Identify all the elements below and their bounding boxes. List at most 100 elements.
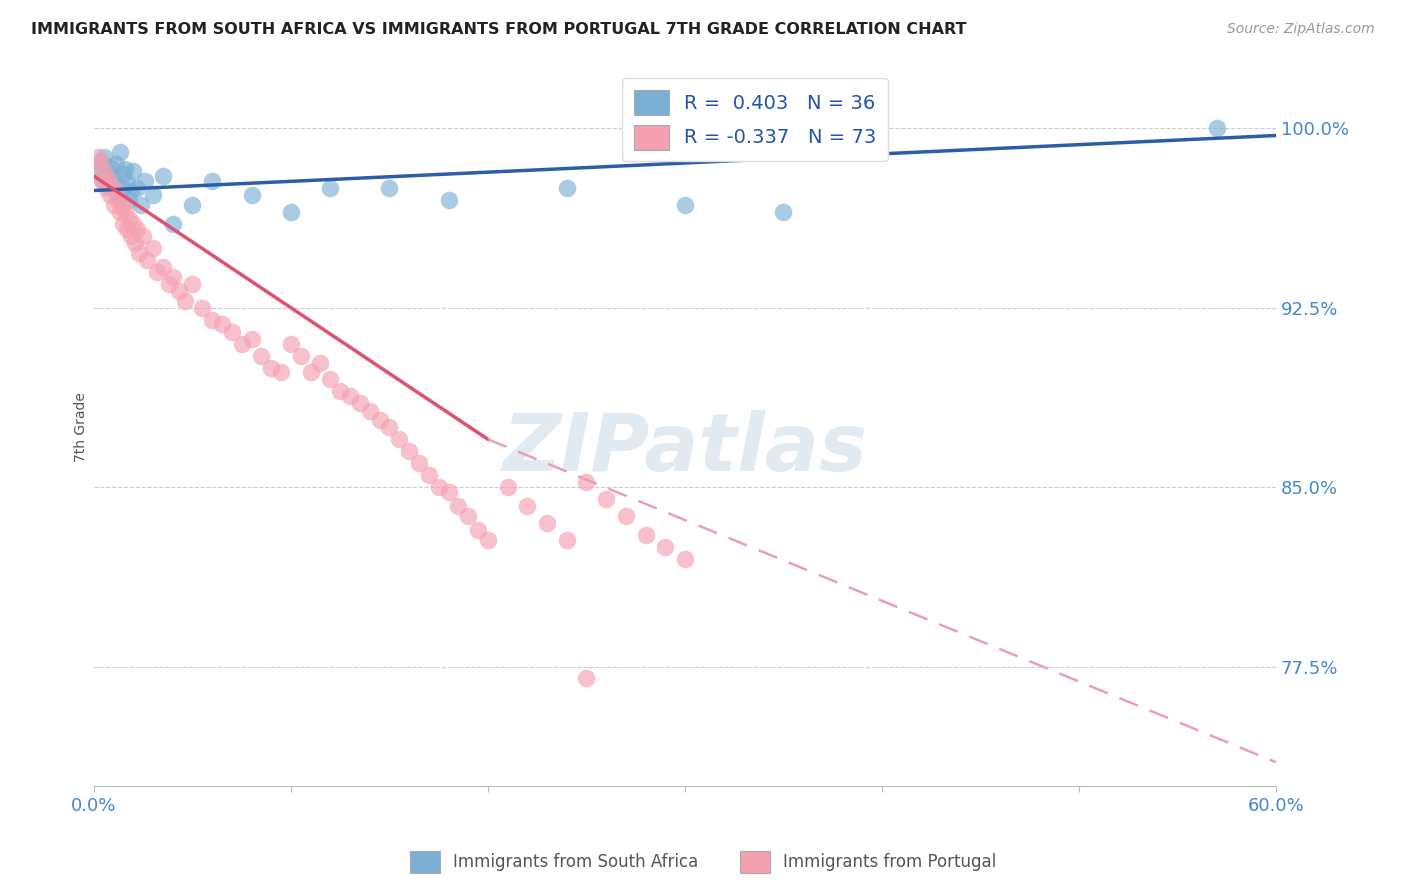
Point (108, 205, 131, 219)
Point (290, 349, 312, 363)
Point (211, 318, 233, 332)
Point (122, 164, 145, 178)
Point (112, 167, 135, 181)
Text: ZIPatlas: ZIPatlas (502, 409, 868, 488)
Point (103, 174, 125, 188)
Point (127, 221, 149, 235)
Point (94, 164, 117, 178)
Point (349, 396, 371, 410)
Point (89, 157, 111, 171)
Point (555, 181, 578, 195)
Point (124, 236, 146, 251)
Point (89, 154, 111, 169)
Point (437, 484, 460, 499)
Point (128, 245, 150, 260)
Point (437, 193, 460, 207)
Point (418, 468, 440, 483)
Point (772, 205, 794, 219)
Point (162, 217, 184, 231)
Point (104, 184, 127, 198)
Y-axis label: 7th Grade: 7th Grade (75, 392, 89, 462)
Point (575, 475, 598, 490)
Point (118, 212, 141, 227)
Point (167, 284, 190, 298)
Point (103, 198, 125, 212)
Point (181, 277, 204, 291)
Point (129, 198, 152, 212)
Text: IMMIGRANTS FROM SOUTH AFRICA VS IMMIGRANTS FROM PORTUGAL 7TH GRADE CORRELATION C: IMMIGRANTS FROM SOUTH AFRICA VS IMMIGRAN… (31, 22, 966, 37)
Point (108, 145, 131, 160)
Point (142, 241, 165, 255)
Point (280, 336, 302, 351)
Point (280, 205, 302, 219)
Point (118, 193, 141, 207)
Point (634, 528, 657, 542)
Point (536, 516, 558, 530)
Point (673, 198, 696, 212)
Point (319, 372, 342, 386)
Point (87, 150, 110, 164)
Point (157, 277, 180, 291)
Point (90, 174, 112, 188)
Point (104, 157, 127, 171)
Point (457, 508, 479, 523)
Point (93, 164, 115, 178)
Point (120, 229, 142, 244)
Point (201, 174, 224, 188)
Point (117, 221, 139, 235)
Point (270, 365, 292, 379)
Point (87, 161, 110, 176)
Point (136, 252, 159, 267)
Point (260, 360, 283, 375)
Point (100, 169, 122, 183)
Point (94, 181, 117, 195)
Point (368, 413, 391, 427)
Point (467, 523, 489, 537)
Point (250, 349, 273, 363)
Point (614, 508, 637, 523)
Point (127, 181, 149, 195)
Point (516, 500, 538, 514)
Point (359, 403, 381, 417)
Point (1205, 121, 1227, 136)
Text: Source: ZipAtlas.com: Source: ZipAtlas.com (1227, 22, 1375, 37)
Point (110, 181, 132, 195)
Legend: R =  0.403   N = 36, R = -0.337   N = 73: R = 0.403 N = 36, R = -0.337 N = 73 (621, 78, 889, 161)
Point (97, 178, 120, 193)
Point (112, 217, 135, 231)
Point (231, 336, 253, 351)
Point (221, 325, 243, 339)
Point (240, 332, 263, 346)
Point (427, 480, 450, 494)
Point (173, 293, 195, 308)
Point (114, 205, 136, 219)
Point (90, 171, 112, 186)
Point (181, 198, 204, 212)
Point (496, 480, 519, 494)
Point (595, 492, 617, 507)
Point (98, 188, 121, 202)
Point (93, 150, 115, 164)
Point (100, 178, 122, 193)
Point (388, 432, 411, 446)
Point (408, 456, 430, 470)
Point (339, 389, 361, 403)
Point (398, 444, 420, 458)
Point (152, 169, 174, 183)
Point (191, 301, 214, 315)
Point (654, 540, 676, 554)
Point (447, 500, 470, 514)
Point (120, 184, 142, 198)
Point (299, 365, 322, 379)
Legend: Immigrants from South Africa, Immigrants from Portugal: Immigrants from South Africa, Immigrants… (404, 845, 1002, 880)
Point (673, 552, 696, 566)
Point (162, 269, 184, 284)
Point (329, 384, 352, 399)
Point (555, 533, 578, 547)
Point (107, 188, 129, 202)
Point (309, 356, 332, 370)
Point (134, 174, 156, 188)
Point (114, 161, 136, 176)
Point (146, 265, 169, 279)
Point (110, 198, 132, 212)
